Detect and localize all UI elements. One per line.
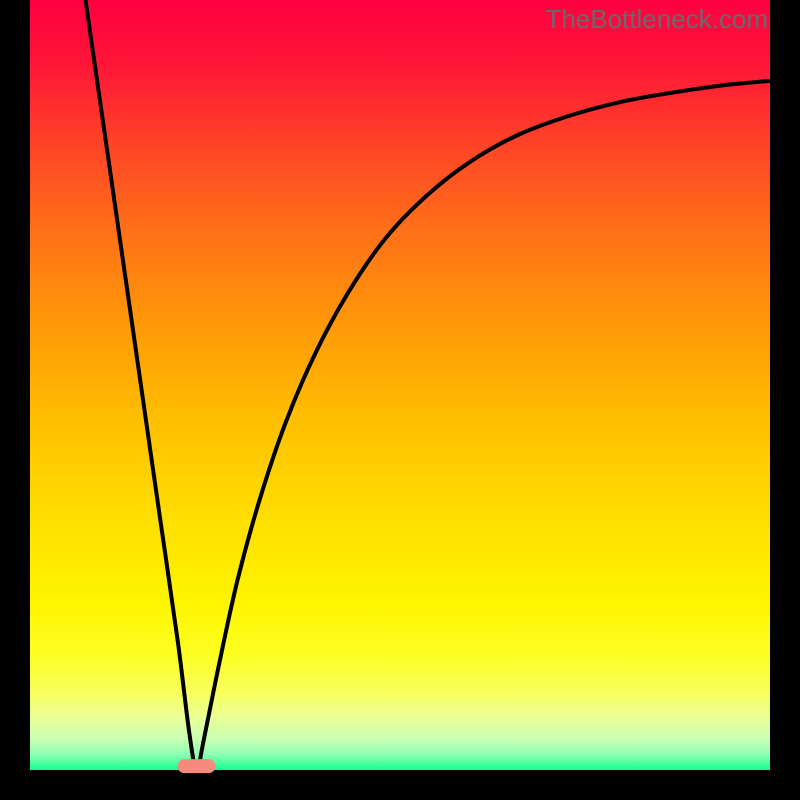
bottleneck-chart: TheBottleneck.com	[0, 0, 800, 800]
border-left	[0, 0, 30, 800]
border-bottom	[0, 770, 800, 800]
border-right	[770, 0, 800, 800]
chart-svg	[0, 0, 800, 800]
attribution-label: TheBottleneck.com	[545, 4, 768, 35]
